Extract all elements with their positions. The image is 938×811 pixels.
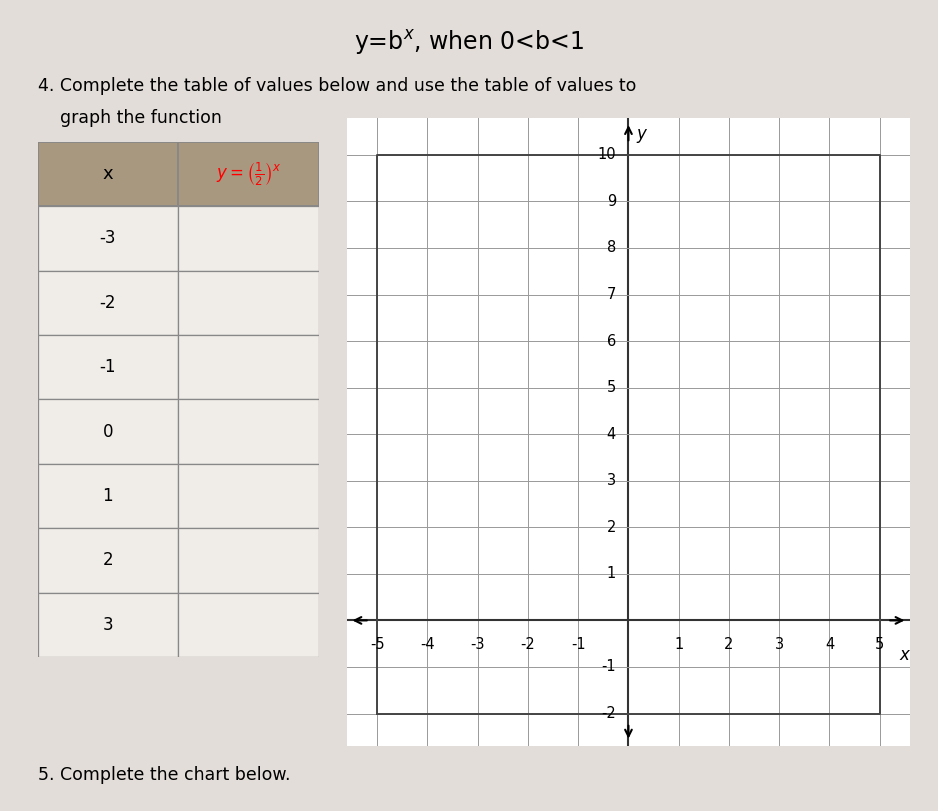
Bar	[178, 400, 319, 464]
Text: 3: 3	[102, 616, 113, 633]
Text: y: y	[636, 125, 646, 143]
Text: -5: -5	[370, 637, 385, 652]
Text: -3: -3	[471, 637, 485, 652]
Bar	[38, 142, 178, 206]
Text: 5: 5	[607, 380, 616, 395]
Bar	[178, 528, 319, 593]
Bar	[38, 528, 178, 593]
Text: -4: -4	[420, 637, 435, 652]
Bar	[38, 335, 178, 400]
Text: 2: 2	[102, 551, 113, 569]
Text: x: x	[102, 165, 113, 183]
Bar	[178, 271, 319, 335]
Text: 2: 2	[724, 637, 734, 652]
Text: 4: 4	[607, 427, 616, 442]
Text: 1: 1	[674, 637, 684, 652]
Text: -2: -2	[99, 294, 116, 312]
Text: 4: 4	[825, 637, 834, 652]
Text: 8: 8	[607, 240, 616, 255]
Bar	[38, 400, 178, 464]
Text: 7: 7	[607, 287, 616, 302]
Text: 1: 1	[102, 487, 113, 505]
Text: $y=\left(\frac{1}{2}\right)^x$: $y=\left(\frac{1}{2}\right)^x$	[216, 161, 281, 188]
Text: 2: 2	[607, 520, 616, 534]
Text: 5. Complete the chart below.: 5. Complete the chart below.	[38, 766, 290, 784]
Text: 3: 3	[607, 474, 616, 488]
Bar	[38, 271, 178, 335]
Text: 0: 0	[102, 423, 113, 440]
Text: 4. Complete the table of values below and use the table of values to: 4. Complete the table of values below an…	[38, 77, 636, 95]
Text: 3: 3	[775, 637, 784, 652]
Text: graph the function: graph the function	[38, 109, 221, 127]
Text: 10: 10	[598, 148, 616, 162]
Text: -1: -1	[601, 659, 616, 675]
Text: -1: -1	[571, 637, 585, 652]
Bar	[38, 464, 178, 528]
Text: 9: 9	[607, 194, 616, 209]
Text: -2: -2	[521, 637, 536, 652]
Text: 6: 6	[607, 333, 616, 349]
Bar	[178, 335, 319, 400]
Text: 5: 5	[875, 637, 885, 652]
Bar	[38, 206, 178, 271]
Text: -1: -1	[99, 358, 116, 376]
Bar	[178, 593, 319, 657]
Text: 1: 1	[607, 566, 616, 581]
Text: -3: -3	[99, 230, 116, 247]
Bar	[178, 206, 319, 271]
Text: x: x	[900, 646, 910, 664]
Bar	[38, 593, 178, 657]
Text: -2: -2	[601, 706, 616, 721]
Bar	[178, 142, 319, 206]
Text: y=b$^x$, when 0<b<1: y=b$^x$, when 0<b<1	[354, 28, 584, 58]
Bar	[178, 464, 319, 528]
